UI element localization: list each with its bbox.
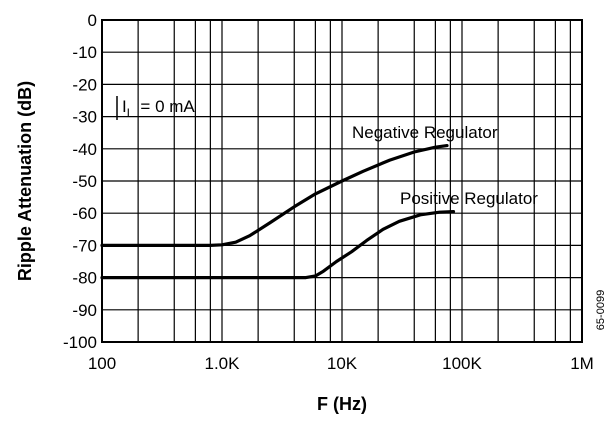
y-tick-labels: 0 -10 -20 -30 -40 -50 -60 -70 -80 -90 -100 [63, 11, 97, 352]
load-current-value: = 0 mA [140, 97, 195, 116]
y-tick-label: -70 [72, 236, 97, 255]
series-lines [100, 144, 456, 280]
positive-regulator-label: Positive Regulator [400, 189, 538, 208]
x-tick-label: 1M [570, 354, 594, 373]
x-tick-label: 100K [442, 354, 482, 373]
y-tick-label: -100 [63, 333, 97, 352]
y-tick-label: -40 [72, 140, 97, 159]
load-current-subscript: L [127, 106, 134, 120]
plot-frame [101, 19, 583, 343]
y-tick-label: -10 [72, 43, 97, 62]
figure-code: 65-0099 [595, 290, 607, 330]
y-tick-label: -50 [72, 172, 97, 191]
y-tick-label: 0 [88, 11, 97, 30]
positive-regulator-line [100, 210, 456, 280]
x-axis-label: F (Hz) [317, 394, 367, 414]
y-tick-label: -80 [72, 269, 97, 288]
load-current-symbol: I [122, 97, 127, 116]
y-tick-label: -20 [72, 75, 97, 94]
negative-regulator-line [100, 144, 449, 247]
y-tick-label: -30 [72, 108, 97, 127]
y-tick-label: -90 [72, 301, 97, 320]
x-tick-labels: 100 1.0K 10K 100K 1M [88, 354, 594, 373]
x-tick-label: 100 [88, 354, 116, 373]
y-tick-label: -60 [72, 204, 97, 223]
load-current-annotation: IL = 0 mA [122, 97, 195, 120]
negative-regulator-label: Negative Regulator [352, 123, 498, 142]
x-tick-label: 10K [327, 354, 358, 373]
x-tick-label: 1.0K [205, 354, 241, 373]
y-axis-label: Ripple Attenuation (dB) [15, 81, 35, 281]
